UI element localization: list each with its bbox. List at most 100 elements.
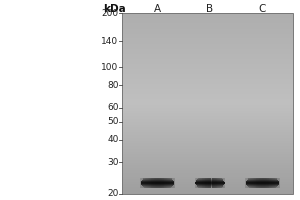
Bar: [173, 178, 174, 188]
Bar: [141, 181, 174, 182]
Bar: [122, 44, 292, 45]
Bar: [122, 116, 292, 117]
Bar: [143, 178, 144, 188]
Bar: [144, 178, 145, 188]
Bar: [122, 182, 292, 183]
Bar: [122, 184, 292, 185]
Bar: [122, 15, 292, 16]
Bar: [122, 164, 292, 165]
Bar: [122, 22, 292, 23]
Bar: [163, 178, 164, 188]
Bar: [122, 23, 292, 24]
Bar: [267, 178, 268, 188]
Bar: [122, 152, 292, 153]
Bar: [122, 100, 292, 101]
Bar: [122, 143, 292, 144]
Bar: [268, 178, 269, 188]
Bar: [253, 178, 254, 188]
Bar: [122, 170, 292, 171]
Bar: [161, 178, 162, 188]
Bar: [174, 178, 175, 188]
Bar: [122, 35, 292, 36]
Bar: [122, 83, 292, 84]
Bar: [209, 178, 210, 188]
Bar: [122, 95, 292, 96]
Bar: [207, 178, 208, 188]
Bar: [246, 181, 279, 182]
Bar: [122, 58, 292, 59]
Bar: [122, 85, 292, 86]
Bar: [122, 107, 292, 108]
Bar: [248, 179, 277, 180]
Bar: [169, 178, 170, 188]
Text: 60: 60: [107, 103, 118, 112]
Bar: [122, 163, 292, 164]
Bar: [218, 178, 219, 188]
Text: 30: 30: [107, 158, 118, 167]
Bar: [162, 178, 163, 188]
Bar: [122, 136, 292, 137]
Bar: [122, 54, 292, 55]
Bar: [276, 178, 277, 188]
Bar: [122, 18, 292, 19]
Bar: [122, 96, 292, 97]
Bar: [122, 78, 292, 79]
Bar: [122, 97, 292, 98]
Bar: [122, 103, 292, 104]
Bar: [259, 178, 260, 188]
Bar: [198, 187, 222, 188]
Text: 40: 40: [107, 135, 118, 144]
Bar: [122, 147, 292, 148]
Bar: [246, 183, 279, 184]
Bar: [170, 178, 171, 188]
Bar: [122, 73, 292, 74]
Bar: [258, 178, 259, 188]
Bar: [213, 178, 214, 188]
Bar: [122, 150, 292, 151]
Bar: [122, 137, 292, 138]
Bar: [122, 162, 292, 163]
Bar: [122, 105, 292, 106]
Bar: [246, 182, 279, 183]
Bar: [122, 101, 292, 102]
Bar: [122, 158, 292, 159]
Bar: [122, 72, 292, 73]
Bar: [262, 178, 263, 188]
Bar: [122, 63, 292, 64]
Bar: [122, 179, 292, 180]
Bar: [208, 178, 209, 188]
Bar: [222, 178, 223, 188]
Bar: [270, 178, 271, 188]
Bar: [272, 178, 273, 188]
Bar: [260, 178, 261, 188]
Bar: [169, 178, 170, 188]
Bar: [217, 178, 218, 188]
Bar: [199, 178, 200, 188]
Bar: [122, 119, 292, 120]
Bar: [122, 65, 292, 66]
Bar: [122, 148, 292, 149]
Bar: [122, 71, 292, 72]
Bar: [156, 178, 157, 188]
Bar: [122, 55, 292, 56]
Bar: [122, 115, 292, 116]
Bar: [122, 48, 292, 49]
Bar: [219, 178, 220, 188]
Bar: [168, 178, 169, 188]
Bar: [122, 31, 292, 32]
Bar: [250, 178, 251, 188]
Bar: [122, 53, 292, 54]
Bar: [122, 172, 292, 173]
Bar: [122, 99, 292, 100]
Bar: [122, 127, 292, 128]
Text: 20: 20: [107, 190, 118, 198]
Bar: [195, 178, 196, 188]
Bar: [143, 186, 172, 187]
Text: 100: 100: [101, 63, 118, 72]
Bar: [122, 167, 292, 168]
Bar: [122, 61, 292, 62]
Bar: [203, 178, 204, 188]
Bar: [122, 80, 292, 81]
Bar: [122, 125, 292, 126]
Bar: [122, 171, 292, 172]
